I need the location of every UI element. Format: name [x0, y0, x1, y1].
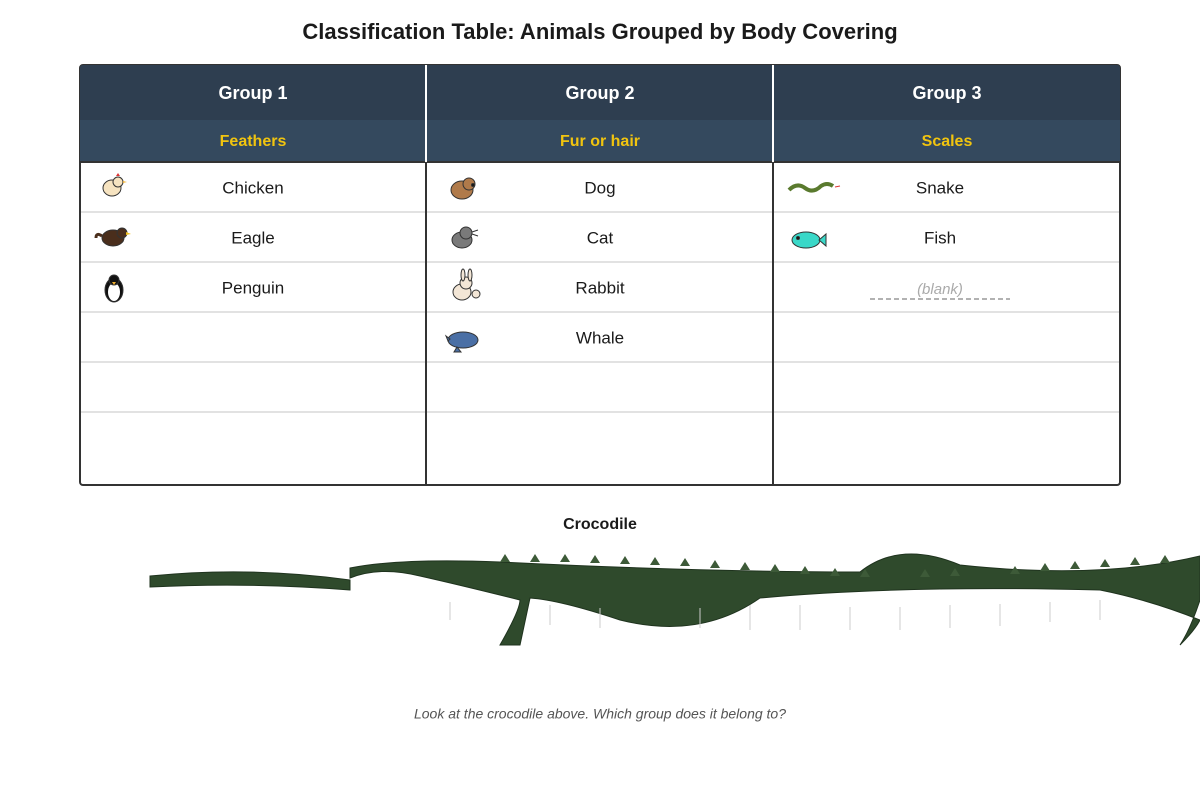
animal-name: Penguin — [222, 278, 284, 297]
title: Classification Table: Animals Grouped by… — [302, 19, 897, 44]
animal-name: Cat — [587, 228, 614, 247]
animal-name: Dog — [584, 178, 615, 197]
animal-name: Snake — [916, 178, 964, 197]
animal-name: Whale — [576, 328, 624, 347]
animal-name: Chicken — [222, 178, 283, 197]
row-lines — [81, 211, 1119, 413]
group-header: Group 2 — [565, 83, 634, 103]
group-header: Group 1 — [218, 83, 287, 103]
covering-header: Fur or hair — [560, 133, 640, 150]
animal-name: Fish — [924, 228, 956, 247]
covering-header: Feathers — [220, 133, 287, 150]
subheader-row — [80, 120, 1120, 162]
group-header: Group 3 — [912, 83, 981, 103]
covering-header: Scales — [922, 133, 973, 150]
animal-icons — [94, 173, 841, 353]
header-row — [80, 65, 1120, 120]
question: Look at the crocodile above. Which group… — [414, 706, 786, 722]
blank-slot: (blank) — [917, 281, 963, 298]
animal-name: Eagle — [231, 228, 274, 247]
animal-name: Rabbit — [575, 278, 624, 297]
picture-label: Crocodile — [563, 516, 637, 533]
crocodile-picture — [149, 553, 1200, 646]
